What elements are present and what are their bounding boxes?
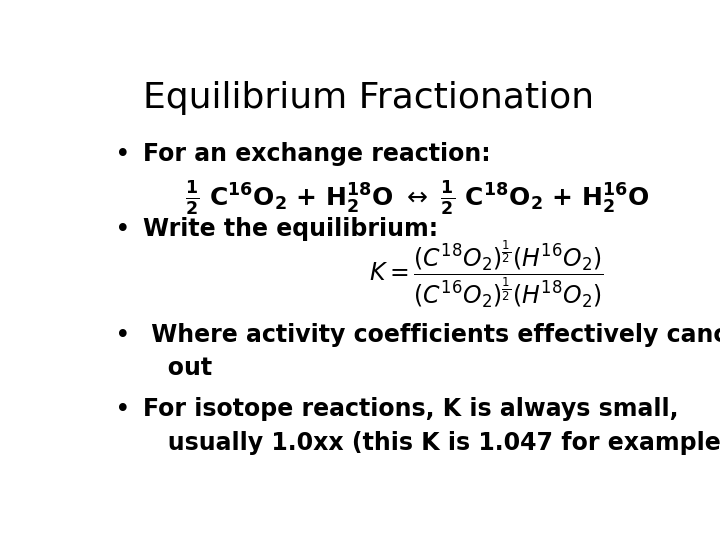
Text: •: • xyxy=(115,141,131,168)
Text: Where activity coefficients effectively cancel
   out: Where activity coefficients effectively … xyxy=(143,322,720,380)
Text: •: • xyxy=(115,322,131,349)
Text: •: • xyxy=(115,217,131,242)
Text: Equilibrium Fractionation: Equilibrium Fractionation xyxy=(143,82,595,116)
Text: For isotope reactions, K is always small,
   usually 1.0xx (this K is 1.047 for : For isotope reactions, K is always small… xyxy=(143,397,720,455)
Text: For an exchange reaction:: For an exchange reaction: xyxy=(143,141,490,166)
Text: $K = \dfrac{(C^{18}O_2)^{\frac{1}{2}}(H^{16}O_2)}{(C^{16}O_2)^{\frac{1}{2}}(H^{1: $K = \dfrac{(C^{18}O_2)^{\frac{1}{2}}(H^… xyxy=(369,239,603,311)
Text: •: • xyxy=(115,397,131,423)
Text: $\mathregular{\frac{1}{2}}$ C$\mathregular{^{16}}$O$\mathregular{_2}$ + H$\mathr: $\mathregular{\frac{1}{2}}$ C$\mathregul… xyxy=(185,179,649,217)
Text: Write the equilibrium:: Write the equilibrium: xyxy=(143,217,438,240)
